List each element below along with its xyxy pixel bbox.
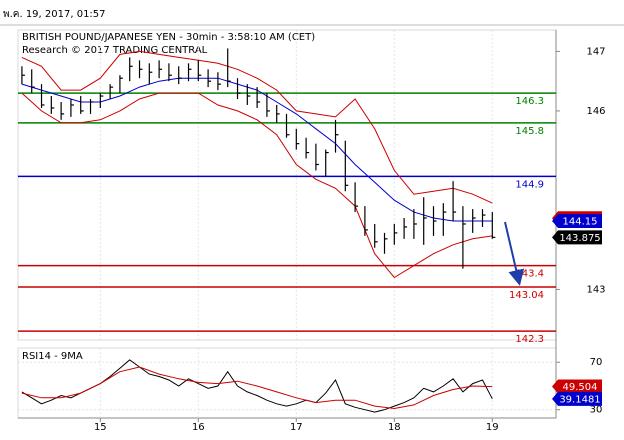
- y-tick-label: 146: [586, 106, 605, 117]
- price-tag-label: 49.504: [563, 382, 598, 393]
- y-tick-label: 143: [586, 284, 605, 295]
- y-tick-label: 70: [590, 357, 603, 368]
- x-tick-label: 17: [290, 422, 303, 433]
- level-label: 146.3: [515, 96, 544, 107]
- level-label: 143.04: [509, 290, 544, 301]
- level-label: 143.4: [515, 269, 544, 280]
- chart-subtitle: Research © 2017 TRADING CENTRAL: [22, 45, 208, 56]
- y-tick-label: 147: [586, 46, 605, 57]
- price-tag-label: 39.1481: [559, 394, 600, 405]
- price-tag: [552, 391, 602, 406]
- projection-arrow: [504, 221, 525, 286]
- series-line: [21, 366, 493, 410]
- price-tag: [552, 213, 602, 228]
- price-tag: [552, 230, 602, 245]
- series-line: [21, 92, 493, 279]
- x-tick-label: 15: [94, 422, 107, 433]
- level-label: 145.8: [515, 126, 544, 137]
- series-line: [21, 50, 493, 204]
- price-tag-label: 144.15: [563, 216, 598, 227]
- x-tick-label: 19: [486, 422, 499, 433]
- x-tick-label: 18: [388, 422, 401, 433]
- chart-title: BRITISH POUND/JAPANESE YEN - 30min - 3:5…: [22, 32, 315, 43]
- x-tick-label: 16: [192, 422, 205, 433]
- price-tag-label: 143.875: [559, 233, 600, 244]
- level-label: 142.3: [515, 334, 544, 345]
- price-tag: [552, 379, 602, 394]
- rsi-title: RSI14 - 9MA: [22, 351, 83, 362]
- timestamp: พ.ค. 19, 2017, 01:57: [3, 9, 106, 20]
- y-tick-label: 30: [590, 405, 603, 416]
- level-label: 144.9: [515, 179, 544, 190]
